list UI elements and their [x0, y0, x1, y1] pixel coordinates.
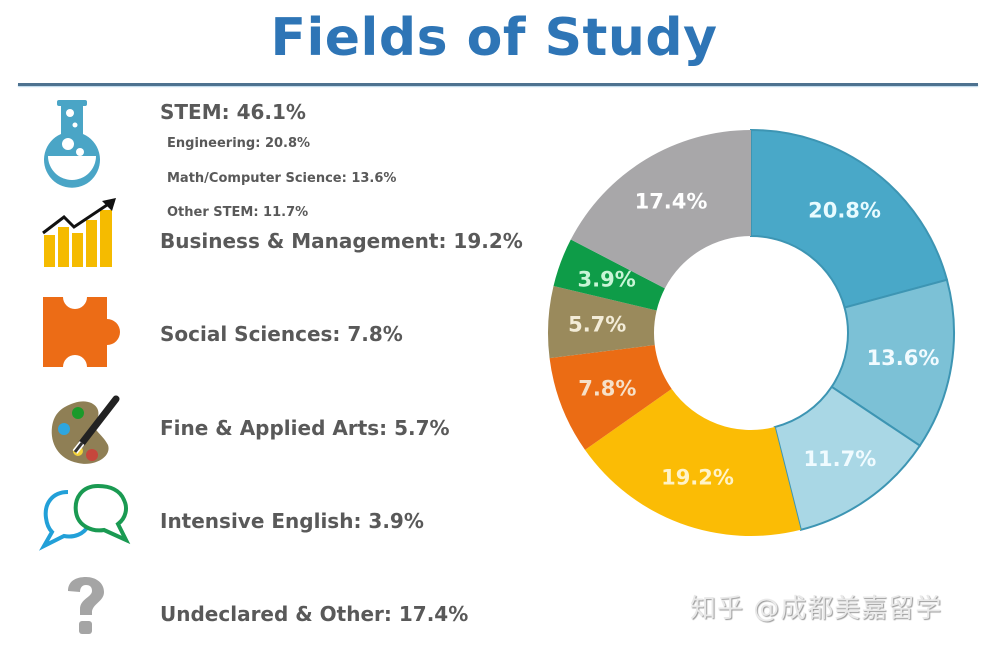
question-mark-icon: [68, 577, 104, 634]
donut-segment-label: 5.7%: [568, 313, 626, 337]
donut-segment-social-sciences: [549, 344, 672, 450]
speech-bubbles-icon: [38, 483, 131, 551]
legend-stem-math-cs: Math/Computer Science: 13.6%: [167, 171, 397, 186]
flask-icon: [43, 100, 100, 188]
growth-chart-icon: [42, 198, 116, 267]
donut-segment-label: 19.2%: [661, 465, 734, 489]
legend-social-sciences: Social Sciences: 7.8%: [160, 322, 403, 346]
legend-stem: STEM: 46.1%: [160, 100, 306, 124]
donut-segment-label: 3.9%: [578, 267, 636, 291]
page-title: Fields of Study: [270, 8, 718, 68]
legend-undeclared-other: Undeclared & Other: 17.4%: [160, 602, 469, 626]
donut-segment-label: 11.7%: [803, 447, 876, 471]
watermark: 知乎 @成都美嘉留学: [690, 594, 943, 624]
donut-segment-engineering: [750, 128, 949, 309]
donut-segment-label: 17.4%: [635, 189, 708, 213]
legend-stem-engineering: Engineering: 20.8%: [167, 136, 311, 151]
donut-segment-business-management: [585, 388, 801, 536]
paint-palette-icon: [51, 395, 120, 464]
legend-business: Business & Management: 19.2%: [160, 229, 523, 253]
donut-segment-fine-applied-arts: [547, 285, 657, 359]
donut-segment-intensive-english: [553, 239, 665, 311]
legend-intensive-english: Intensive English: 3.9%: [160, 509, 424, 533]
legend-stem-other: Other STEM: 11.7%: [167, 205, 309, 220]
donut-segment-undeclared-other: [570, 130, 751, 289]
donut-segment-label: 7.8%: [578, 377, 636, 401]
legend-fine-arts: Fine & Applied Arts: 5.7%: [160, 416, 450, 440]
donut-segment-label: 20.8%: [808, 199, 881, 223]
puzzle-piece-icon: [43, 297, 120, 367]
donut-segment-label: 13.6%: [867, 346, 940, 370]
donut-segment-other-stem: [773, 385, 922, 532]
title-divider: [18, 83, 978, 86]
